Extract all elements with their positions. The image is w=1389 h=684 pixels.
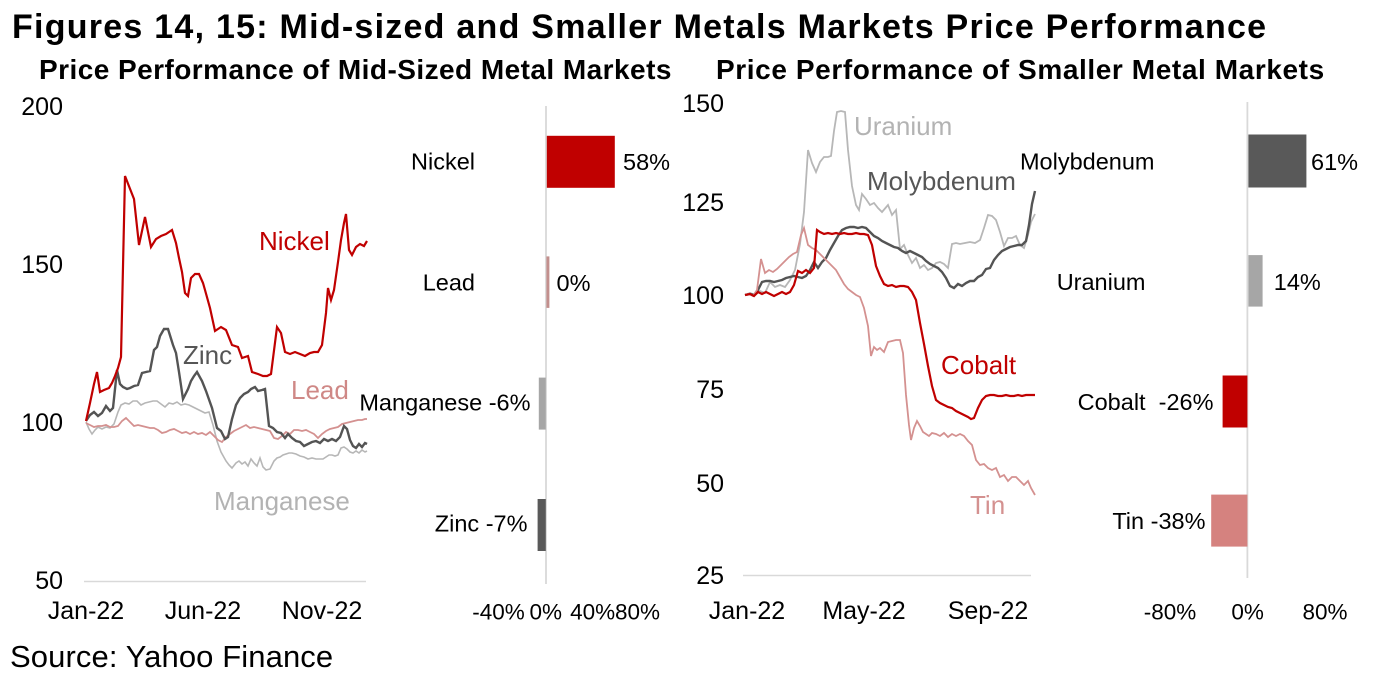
svg-text:Sep-22: Sep-22 bbox=[948, 597, 1029, 625]
svg-text:Nov-22: Nov-22 bbox=[282, 597, 363, 625]
svg-text:Price Performance of Smaller M: Price Performance of Smaller Metal Marke… bbox=[716, 54, 1325, 85]
svg-text:40%: 40% bbox=[570, 600, 615, 625]
svg-text:50: 50 bbox=[35, 567, 63, 595]
svg-text:75: 75 bbox=[696, 376, 724, 404]
svg-text:Source: Yahoo Finance: Source: Yahoo Finance bbox=[10, 639, 333, 674]
svg-text:0%: 0% bbox=[530, 600, 563, 625]
svg-text:200: 200 bbox=[21, 93, 63, 121]
svg-text:Figures 14, 15: Mid-sized and: Figures 14, 15: Mid-sized and Smaller Me… bbox=[12, 8, 1267, 46]
svg-text:Zinc: Zinc bbox=[183, 340, 232, 370]
svg-text:0%: 0% bbox=[1231, 600, 1264, 625]
svg-text:Cobalt -26%: Cobalt -26% bbox=[1078, 389, 1214, 415]
svg-text:Manganese -6%: Manganese -6% bbox=[359, 390, 530, 416]
svg-text:Zinc -7%: Zinc -7% bbox=[435, 511, 528, 537]
svg-text:Jun-22: Jun-22 bbox=[165, 597, 241, 625]
svg-text:Tin -38%: Tin -38% bbox=[1112, 508, 1205, 534]
svg-text:100: 100 bbox=[682, 282, 724, 310]
svg-text:Molybdenum: Molybdenum bbox=[1020, 149, 1155, 175]
svg-text:150: 150 bbox=[21, 251, 63, 279]
svg-text:50: 50 bbox=[696, 470, 724, 498]
svg-text:Jan-22: Jan-22 bbox=[48, 597, 124, 625]
svg-text:Cobalt: Cobalt bbox=[941, 350, 1017, 380]
svg-text:Uranium: Uranium bbox=[854, 111, 952, 141]
svg-text:61%: 61% bbox=[1311, 149, 1358, 175]
svg-text:150: 150 bbox=[682, 90, 724, 118]
svg-text:58%: 58% bbox=[623, 149, 670, 175]
svg-text:125: 125 bbox=[682, 189, 724, 217]
svg-text:Price Performance of Mid-Sized: Price Performance of Mid-Sized Metal Mar… bbox=[39, 54, 672, 85]
svg-text:Jan-22: Jan-22 bbox=[709, 597, 785, 625]
svg-text:-40%: -40% bbox=[472, 600, 525, 625]
svg-text:May-22: May-22 bbox=[822, 597, 905, 625]
svg-text:80%: 80% bbox=[1302, 600, 1347, 625]
svg-text:80%: 80% bbox=[615, 600, 660, 625]
svg-text:Nickel: Nickel bbox=[411, 149, 475, 175]
svg-text:14%: 14% bbox=[1274, 269, 1321, 295]
svg-text:100: 100 bbox=[21, 409, 63, 437]
svg-text:Uranium: Uranium bbox=[1057, 269, 1146, 295]
svg-text:-80%: -80% bbox=[1144, 600, 1197, 625]
svg-text:Molybdenum: Molybdenum bbox=[867, 166, 1016, 196]
svg-text:Lead: Lead bbox=[423, 270, 475, 296]
svg-text:Lead: Lead bbox=[291, 375, 349, 405]
svg-text:25: 25 bbox=[696, 562, 724, 590]
svg-text:0%: 0% bbox=[557, 270, 591, 296]
svg-text:Manganese: Manganese bbox=[214, 486, 350, 516]
svg-text:Nickel: Nickel bbox=[259, 226, 330, 256]
svg-text:Tin: Tin bbox=[970, 490, 1005, 520]
